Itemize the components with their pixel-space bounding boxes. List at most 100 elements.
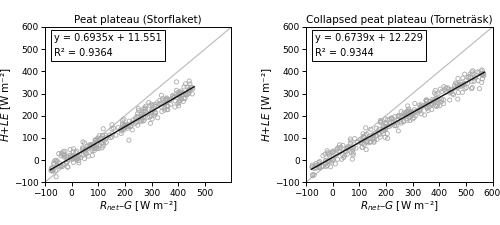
Point bbox=[468, 69, 476, 73]
Point bbox=[60, 162, 68, 166]
Point bbox=[128, 120, 136, 124]
Point bbox=[138, 119, 145, 123]
Point bbox=[438, 97, 446, 101]
Point bbox=[171, 99, 179, 103]
Point bbox=[122, 123, 130, 127]
Point bbox=[50, 169, 58, 172]
Point bbox=[454, 97, 462, 101]
Point bbox=[137, 116, 145, 120]
Point bbox=[72, 156, 80, 160]
Point bbox=[423, 106, 431, 109]
Point bbox=[432, 96, 440, 100]
Point bbox=[322, 162, 330, 165]
Point bbox=[64, 158, 72, 162]
Point bbox=[155, 102, 163, 106]
Point bbox=[188, 87, 196, 91]
Point bbox=[442, 86, 450, 90]
Point bbox=[146, 122, 154, 125]
Point bbox=[370, 140, 378, 144]
Point bbox=[54, 164, 62, 168]
Point bbox=[108, 135, 116, 139]
Point bbox=[328, 150, 336, 154]
Point bbox=[404, 113, 412, 116]
Point bbox=[360, 135, 368, 139]
Point bbox=[136, 120, 144, 123]
Point bbox=[414, 109, 422, 112]
Point bbox=[175, 94, 183, 98]
Point bbox=[120, 117, 128, 121]
Point bbox=[98, 141, 106, 145]
Point bbox=[403, 113, 411, 116]
Point bbox=[356, 138, 364, 142]
Point bbox=[457, 81, 465, 84]
Point bbox=[132, 119, 140, 123]
Point bbox=[380, 132, 388, 135]
Point bbox=[400, 119, 407, 123]
Point bbox=[162, 101, 170, 105]
Point bbox=[144, 115, 152, 119]
Point bbox=[81, 150, 89, 154]
Point bbox=[62, 155, 70, 159]
Point bbox=[69, 155, 77, 158]
Point bbox=[343, 147, 351, 151]
Point bbox=[51, 159, 59, 163]
Point bbox=[458, 83, 466, 87]
Point bbox=[442, 90, 450, 94]
Point bbox=[181, 97, 189, 100]
Point bbox=[308, 174, 316, 178]
Text: y = 0.6739x + 12.229
R² = 0.9344: y = 0.6739x + 12.229 R² = 0.9344 bbox=[316, 33, 423, 58]
Point bbox=[456, 82, 464, 86]
Point bbox=[348, 151, 356, 154]
Point bbox=[138, 118, 146, 122]
Point bbox=[132, 122, 140, 125]
Point bbox=[440, 88, 448, 92]
Point bbox=[348, 146, 356, 150]
Point bbox=[92, 146, 100, 149]
Point bbox=[313, 164, 321, 167]
Point bbox=[70, 147, 78, 151]
X-axis label: $R_{net}$–$G$ [W m⁻²]: $R_{net}$–$G$ [W m⁻²] bbox=[99, 199, 178, 213]
Point bbox=[424, 106, 432, 110]
Point bbox=[178, 97, 186, 101]
Point bbox=[134, 115, 142, 118]
Point bbox=[54, 152, 62, 155]
Point bbox=[362, 140, 370, 144]
Title: Peat plateau (Storflaket): Peat plateau (Storflaket) bbox=[74, 15, 202, 25]
Point bbox=[121, 124, 129, 127]
Point bbox=[73, 157, 81, 160]
Point bbox=[360, 136, 368, 139]
Point bbox=[434, 92, 442, 96]
Point bbox=[90, 146, 98, 150]
Point bbox=[312, 166, 320, 170]
Point bbox=[336, 143, 344, 147]
Point bbox=[75, 161, 83, 165]
Point bbox=[50, 161, 58, 165]
Point bbox=[80, 157, 88, 160]
Point bbox=[459, 83, 467, 86]
Point bbox=[80, 141, 88, 145]
Point bbox=[404, 104, 411, 108]
Point bbox=[380, 128, 388, 132]
Point bbox=[70, 161, 78, 164]
Point bbox=[417, 103, 425, 107]
Point bbox=[168, 94, 176, 98]
Point bbox=[354, 140, 362, 144]
Point bbox=[146, 104, 154, 108]
Point bbox=[120, 127, 128, 131]
Point bbox=[367, 140, 375, 143]
Point bbox=[386, 125, 394, 128]
Point bbox=[422, 98, 430, 101]
Point bbox=[47, 169, 55, 172]
Point bbox=[142, 104, 150, 108]
Point bbox=[324, 159, 332, 163]
Point bbox=[110, 126, 118, 130]
Point bbox=[432, 89, 440, 92]
Point bbox=[88, 149, 96, 153]
Point bbox=[406, 111, 413, 115]
Point bbox=[163, 108, 171, 111]
Point bbox=[153, 101, 161, 105]
Point bbox=[74, 154, 82, 158]
Point bbox=[48, 166, 56, 170]
Point bbox=[409, 112, 417, 116]
Point bbox=[72, 151, 80, 154]
